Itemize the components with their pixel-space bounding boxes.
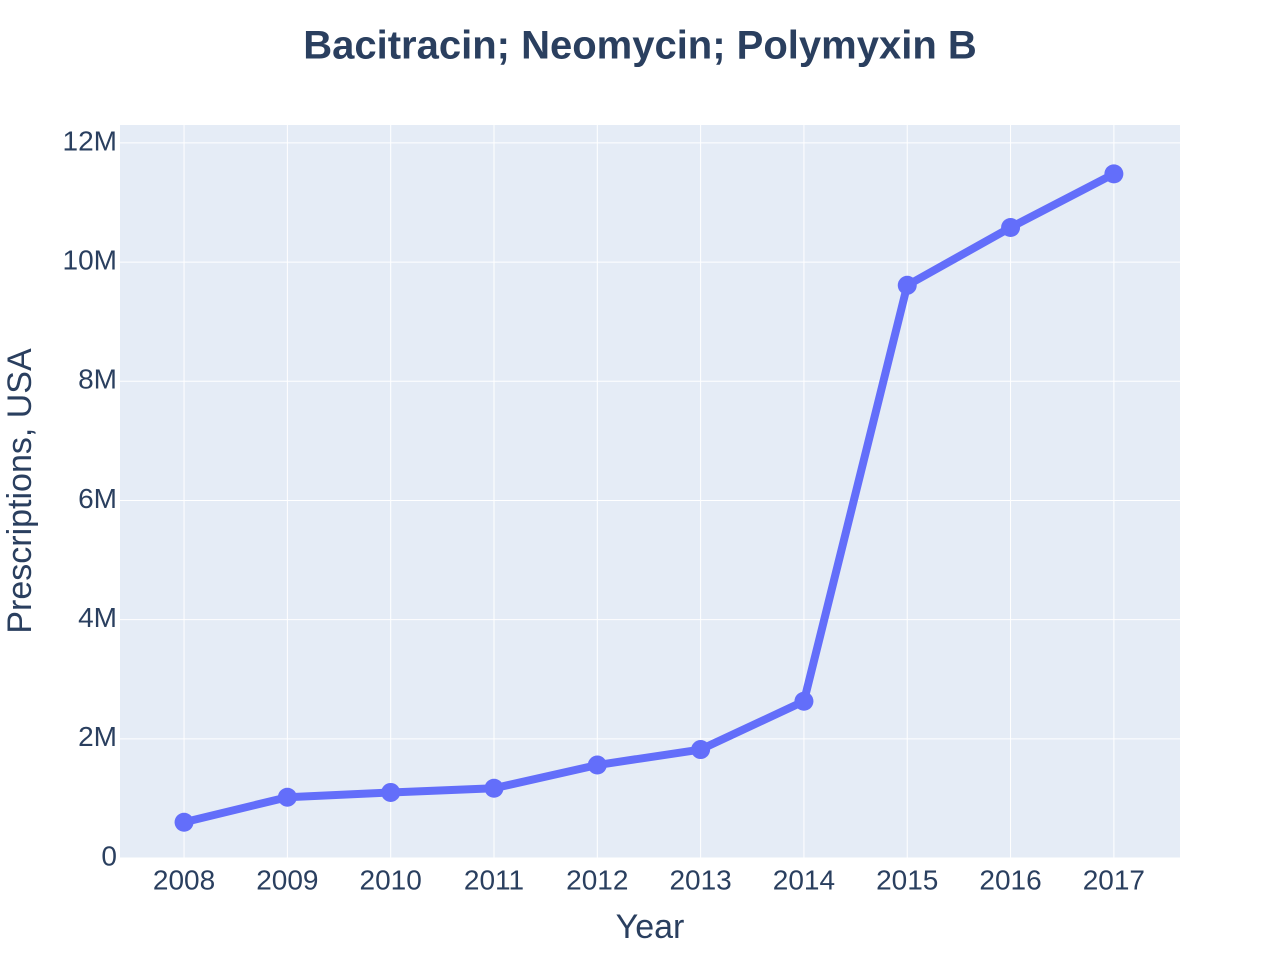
x-tick-label: 2011 [464,864,524,895]
x-tick-label: 2015 [876,864,938,895]
marker [897,275,917,295]
marker [277,787,297,807]
x-axis-title: Year [616,908,685,946]
x-tick-label: 2012 [566,864,628,895]
marker [691,740,711,760]
marker [174,812,194,832]
x-tick-label: 2014 [773,864,835,895]
chart-title: Bacitracin; Neomycin; Polymyxin B [303,24,977,68]
x-tick-label: 2009 [256,864,318,895]
y-tick-label: 12M [63,125,117,156]
y-tick-label: 0 [101,840,117,871]
marker [587,755,607,775]
y-tick-label: 4M [78,602,117,633]
x-tick-label: 2017 [1083,864,1145,895]
y-tick-label: 10M [63,244,117,275]
y-tick-label: 6M [78,483,117,514]
plot-area [120,125,1180,858]
y-axis-title: Prescriptions, USA [1,348,39,634]
x-tick-label: 2010 [360,864,422,895]
line [183,170,1116,827]
marker [1001,218,1021,238]
x-tick-label: 2013 [669,864,731,895]
marker [484,778,504,798]
y-tick-label: 8M [78,364,117,395]
x-tick-label: 2008 [153,864,215,895]
marker [381,782,401,802]
y-tick-label: 2M [78,721,117,752]
marker [1104,164,1124,184]
x-tick-label: 2016 [979,864,1041,895]
marker [794,691,814,711]
